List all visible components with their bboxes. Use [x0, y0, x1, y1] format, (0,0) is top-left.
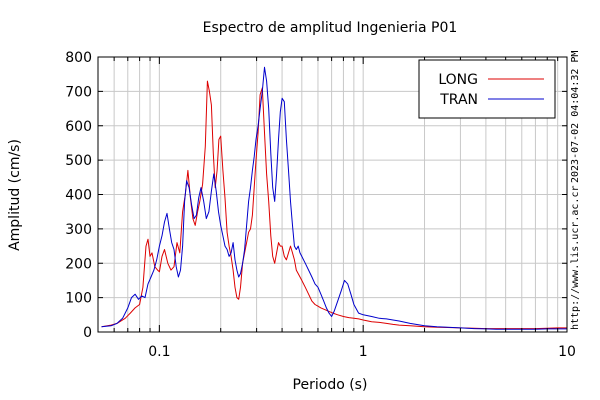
- y-tick-labels: 0 100 200 300 400 500 600 700 800: [65, 50, 92, 341]
- x-tick-labels: 0.1 1 10: [148, 344, 576, 360]
- y-tick-label: 800: [65, 50, 92, 66]
- legend: LONG TRAN: [418, 59, 556, 119]
- x-tick-label: 1: [359, 344, 368, 360]
- legend-label-long: LONG: [438, 72, 478, 88]
- y-axis-title: Amplitud (cm/s): [7, 139, 23, 251]
- grid-lines: [98, 57, 567, 332]
- y-tick-label: 700: [65, 84, 92, 100]
- x-tick-label: 0.1: [148, 344, 170, 360]
- legend-box: [418, 59, 556, 119]
- y-tick-label: 500: [65, 153, 92, 169]
- y-tick-label: 200: [65, 256, 92, 272]
- x-axis-title: Periodo (s): [293, 377, 368, 393]
- y-tick-label: 400: [65, 188, 92, 204]
- y-tick-label: 100: [65, 291, 92, 307]
- axis-ticks: [97, 56, 568, 333]
- legend-label-tran: TRAN: [439, 92, 478, 108]
- y-tick-label: 600: [65, 119, 92, 135]
- y-tick-label: 300: [65, 222, 92, 238]
- x-tick-label: 10: [558, 344, 576, 360]
- y-tick-label: 0: [83, 325, 92, 341]
- series-layer: [101, 66, 567, 330]
- chart-title: Espectro de amplitud Ingenieria P01: [203, 20, 458, 36]
- side-url-text: http://www.lis.ucr.ac.cr: [570, 186, 581, 331]
- series-line-tran: [101, 66, 567, 330]
- side-timestamp-text: 2023-07-02 04:04:32 PM: [570, 51, 581, 183]
- series-line-long: [101, 80, 567, 330]
